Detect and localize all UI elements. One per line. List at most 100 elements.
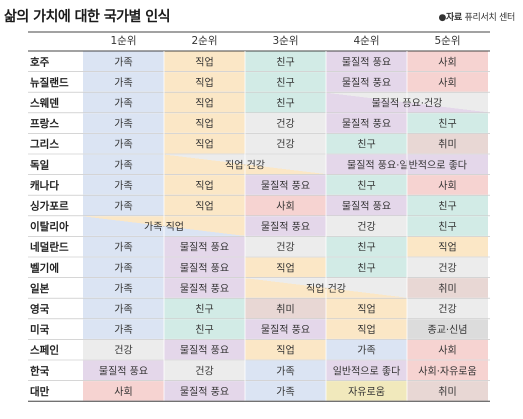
cell-value: 친구 [276,56,294,68]
cell-value: 친구 [195,324,213,336]
cell-background [164,51,245,72]
cell-background [407,381,488,401]
cell-background [245,298,326,319]
cell-value: 건강 [276,139,294,151]
cell-value: 물질적 풍요 [180,386,229,398]
cell-value: 건강 [438,262,456,274]
cell-value: 가족 [357,345,375,357]
cell-background [407,72,488,92]
cell-value: 친구 [438,201,456,213]
column-header: 2순위 [191,34,217,47]
cell-background [83,339,164,360]
cell-value: 직업 [276,261,294,274]
cell-background [83,236,164,257]
cell-value: 취미 [276,304,294,316]
source-bullet-icon: ● [438,13,447,23]
cell-value: 사회·자유로움 [418,365,476,377]
cell-value: 물질적 풍요 [342,201,391,213]
country-label: 프랑스 [30,118,59,130]
cell-value: 가족 [276,365,294,377]
cell-value: 취미 [438,386,456,398]
cell-background [83,133,164,154]
cell-background [407,175,488,195]
cell-value: 자유로움 [348,386,385,398]
cell-value: 물질적 풍요 [342,77,391,89]
cell-value: 건강 [276,242,294,254]
cell-background [83,319,164,339]
cell-background [326,72,407,92]
cell-background [326,195,407,216]
cell-value: 직업 [195,117,213,130]
cell-background [83,154,164,175]
country-label: 스웨덴 [30,97,59,110]
cell-background [245,51,326,72]
cell-background [326,257,407,278]
cell-background [407,51,488,72]
cell-background [164,195,245,216]
cell-background [407,319,488,339]
cell-value: 물질적 풍요 [180,242,229,254]
cell-background [164,298,245,319]
cell-value: 직업 [357,303,375,316]
country-label: 네덜란드 [30,241,69,254]
cell-background [164,113,245,133]
cell-value: 취미 [438,283,456,295]
cell-value: 건강 [276,118,294,130]
cell-background [83,175,164,195]
country-label: 벨기에 [30,261,59,274]
cell-value: 건강 [438,304,456,316]
cell-value: 가족 [114,77,132,89]
cell-background [326,360,407,381]
cell-background [245,175,326,195]
country-label: 대만 [30,385,50,398]
cell-background [83,278,164,298]
cell-background [83,298,164,319]
cell-value: 가족 [114,324,132,336]
cell-value: 물질적 풍요 [261,180,310,192]
cell-value: 가족 [114,262,132,274]
country-label: 싱가포르 [30,200,69,213]
cell-background [407,298,488,319]
cell-background [326,51,407,72]
cell-value: 가족 [114,56,132,68]
cell-background [83,195,164,216]
cell-background [407,257,488,278]
cell-value: 직업 [195,55,213,68]
cell-value: 친구 [357,139,375,151]
cell-value: 가족 [114,304,132,316]
cell-background [326,113,407,133]
cell-background [83,360,164,381]
cell-value: 가족 [114,139,132,151]
cell-background [164,381,245,401]
cell-background [407,195,488,216]
column-header: 4순위 [353,34,379,47]
cell-background [164,360,245,381]
cell-value: 물질적 풍요 [342,118,391,130]
cell-value: 직업 [195,138,213,151]
cell-background [83,51,164,72]
chart-title: 삶의 가치에 대한 국가별 인식 [4,9,171,25]
country-label: 한국 [30,364,50,377]
cell-value: 건강 [114,345,132,357]
cell-background [407,278,488,298]
cell-value: 친구 [438,221,456,233]
cell-background [164,92,245,113]
cell-background [326,236,407,257]
cell-background [326,216,407,236]
cell-background [407,216,488,236]
cell-value: 친구 [438,118,456,130]
cell-background [407,133,488,154]
cell-value: 직업 [276,344,294,357]
cell-background [326,175,407,195]
cell-background [326,319,407,339]
cell-value: 물질적 풍요 [261,324,310,336]
cell-background [164,339,245,360]
cell-value: 직업 [357,323,375,336]
country-label: 미국 [30,323,50,336]
country-label: 영국 [30,303,50,316]
cell-background [245,236,326,257]
cell-background [407,339,488,360]
cell-value: 사회 [114,386,132,398]
cell-background [245,360,326,381]
